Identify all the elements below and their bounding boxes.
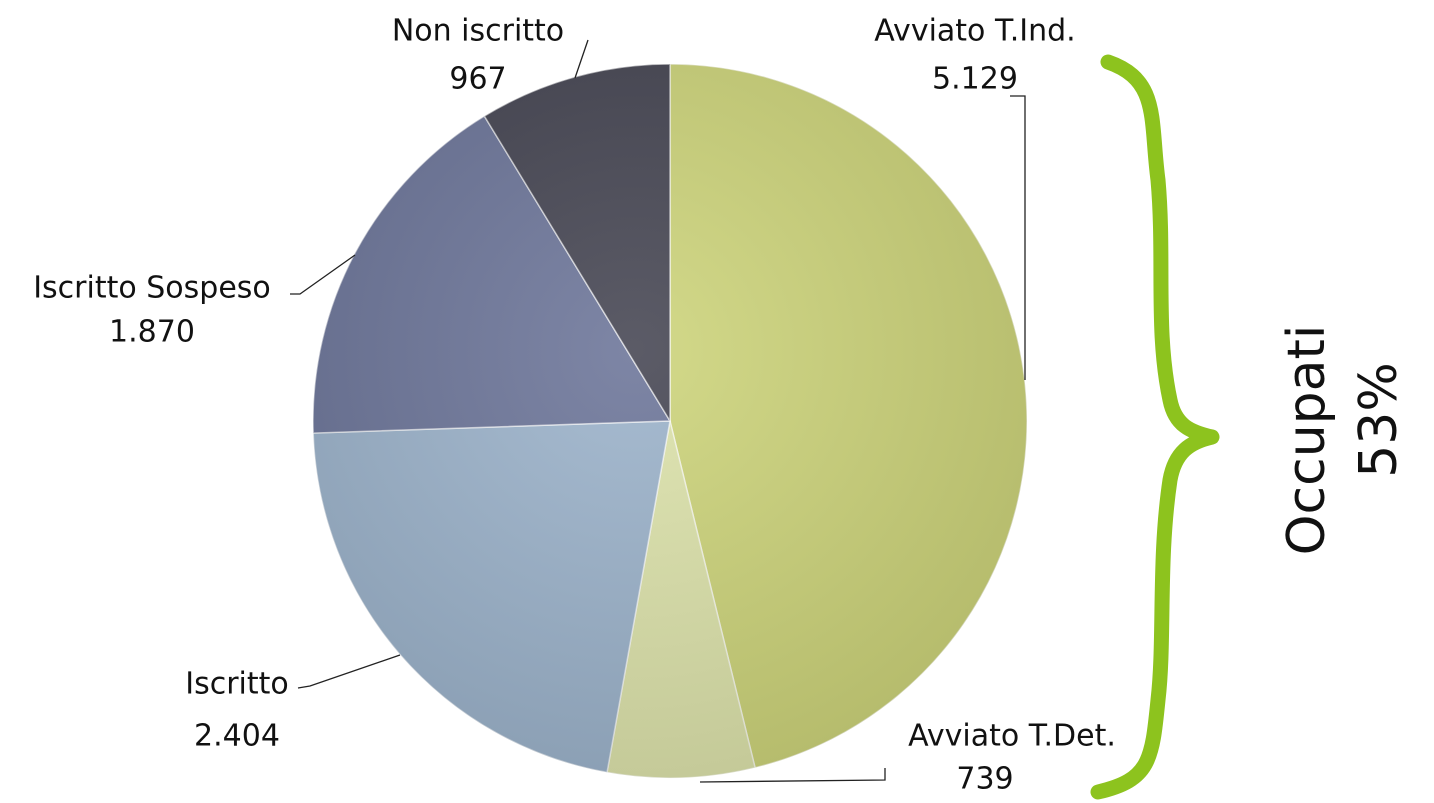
slice-label: Iscritto bbox=[185, 667, 289, 702]
leader-line bbox=[298, 655, 400, 688]
slice-label: Non iscritto bbox=[392, 14, 564, 49]
slice-label: Avviato T.Ind. bbox=[874, 14, 1075, 49]
brace bbox=[1098, 62, 1212, 792]
pie-slice bbox=[313, 421, 670, 772]
slice-value: 967 bbox=[449, 62, 506, 97]
pie bbox=[313, 64, 1027, 778]
slice-value: 2.404 bbox=[194, 719, 280, 754]
slice-label: Iscritto Sospeso bbox=[33, 271, 271, 306]
slice-value: 1.870 bbox=[109, 315, 195, 350]
slice-label: Avviato T.Det. bbox=[908, 719, 1116, 754]
chart: Avviato T.Ind. 5.129 Avviato T.Det. 739 Iscr… bbox=[0, 0, 1434, 803]
annotation: Occupati 53% bbox=[1098, 62, 1409, 792]
annotation-text: Occupati bbox=[1277, 325, 1337, 556]
annotation-percent: 53% bbox=[1349, 362, 1409, 478]
slice-value: 5.129 bbox=[932, 62, 1018, 97]
slice-value: 739 bbox=[956, 762, 1013, 797]
leader-line bbox=[575, 40, 588, 78]
